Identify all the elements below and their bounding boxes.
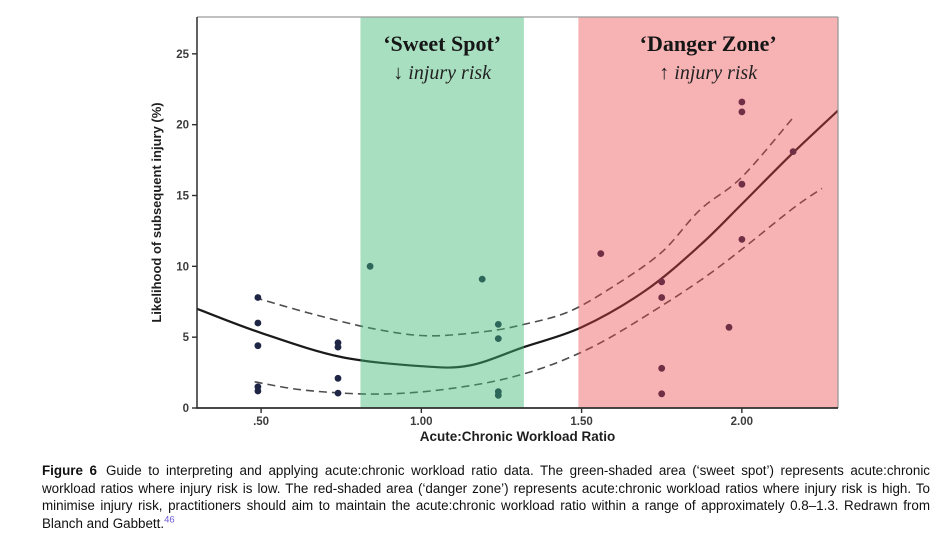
- y-tick-label: 25: [176, 49, 189, 61]
- y-tick-label: 10: [176, 261, 189, 273]
- data-point: [254, 294, 262, 301]
- x-tick-label: .50: [253, 416, 269, 428]
- figure-caption-label: Figure 6: [42, 463, 97, 478]
- data-point: [254, 319, 262, 327]
- x-tick-label: 1.50: [570, 416, 592, 428]
- x-tick-label: 1.00: [410, 416, 432, 428]
- data-point: [334, 374, 342, 382]
- y-tick-label: 20: [176, 120, 189, 132]
- y-axis-title: Likelihood of subsequent injury (%): [149, 102, 164, 322]
- sweet-spot-zone: [360, 17, 524, 408]
- x-axis-title: Acute:Chronic Workload Ratio: [420, 429, 616, 444]
- data-point: [658, 364, 666, 372]
- plot-area: [197, 17, 838, 408]
- data-point: [725, 323, 733, 331]
- data-point: [494, 321, 502, 328]
- data-point: [478, 275, 486, 283]
- figure-caption: Figure 6 Guide to interpreting and applyi…: [42, 462, 930, 532]
- data-point: [334, 389, 342, 397]
- data-point: [366, 262, 374, 270]
- data-point: [738, 98, 746, 106]
- data-point: [254, 387, 262, 395]
- data-point: [738, 108, 746, 116]
- x-tick-label: 2.00: [731, 416, 753, 428]
- y-tick-label: 15: [176, 191, 189, 203]
- workload-injury-risk-chart: ‘Sweet Spot’ ↓ injury risk ‘Danger Zone’ ↑ …: [149, 16, 839, 444]
- danger-zone-label: ‘Danger Zone’: [640, 31, 777, 56]
- sweet-spot-sublabel: ↓ injury risk: [393, 62, 492, 84]
- data-point: [597, 250, 605, 257]
- lower-confidence-band: [254, 187, 823, 395]
- danger-zone-sublabel: ↑ injury risk: [659, 62, 758, 84]
- figure-caption-text: Guide to interpreting and applying acute…: [42, 463, 930, 531]
- fitted-curve: [197, 109, 838, 369]
- data-point: [658, 390, 666, 398]
- y-tick-label: 0: [183, 403, 189, 415]
- chart: ‘Sweet Spot’ ↓ injury risk ‘Danger Zone’ ↑ …: [149, 16, 839, 444]
- data-point: [494, 391, 502, 399]
- data-point: [789, 148, 797, 156]
- data-point: [334, 343, 342, 351]
- data-point: [658, 278, 666, 286]
- sweet-spot-label: ‘Sweet Spot’: [383, 31, 501, 56]
- upper-confidence-band: [254, 117, 794, 337]
- data-point: [738, 180, 746, 188]
- y-tick-label: 5: [183, 332, 190, 344]
- data-point: [254, 342, 262, 350]
- data-point: [738, 236, 746, 243]
- danger-zone-zone: [578, 17, 838, 408]
- data-point: [494, 335, 502, 342]
- data-point: [658, 294, 666, 301]
- citation-ref[interactable]: 46: [164, 514, 175, 526]
